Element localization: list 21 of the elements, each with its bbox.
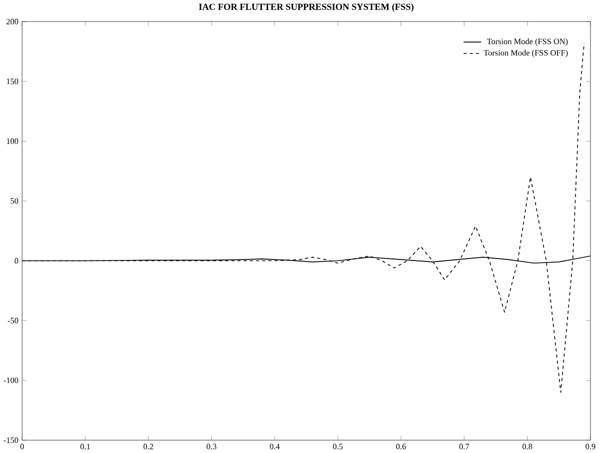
x-tick-label: 0 (20, 444, 24, 450)
x-tick-label: 0.9 (586, 444, 596, 450)
x-tick-label: 0.1 (80, 444, 90, 450)
chart-title: IAC FOR FLUTTER SUPPRESSION SYSTEM (FSS) (198, 4, 414, 12)
legend-label: Torsion Mode (FSS OFF) (484, 50, 568, 58)
y-tick-label: 0 (14, 258, 18, 264)
legend-label: Torsion Mode (FSS ON) (486, 38, 568, 46)
y-tick-label: 200 (6, 18, 18, 24)
x-tick-label: 0.6 (396, 444, 406, 450)
x-tick-label: 0.5 (333, 444, 343, 450)
x-tick-label: 0.3 (206, 444, 216, 450)
y-tick-label: 50 (10, 198, 18, 204)
x-tick-label: 0.4 (270, 444, 280, 450)
x-tick-label: 0.2 (144, 444, 154, 450)
y-tick-label: -150 (4, 437, 18, 444)
x-tick-label: 0.8 (522, 444, 532, 450)
x-tick-label: 0.7 (459, 444, 470, 450)
y-tick-label: -50 (8, 318, 18, 324)
y-tick-label: 150 (6, 78, 18, 84)
y-tick-label: 100 (6, 138, 18, 144)
y-tick-label: -100 (4, 378, 18, 384)
